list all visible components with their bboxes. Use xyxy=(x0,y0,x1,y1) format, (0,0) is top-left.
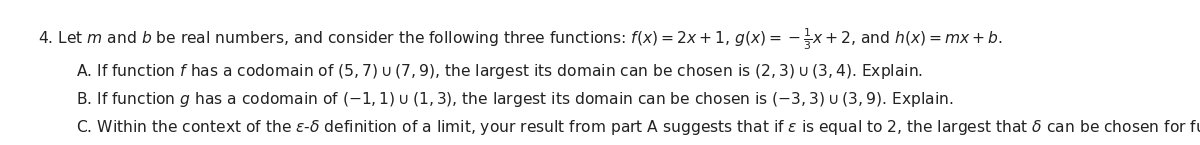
Text: C. Within the context of the $\epsilon$-$\delta$ definition of a limit, your res: C. Within the context of the $\epsilon$-… xyxy=(76,118,1200,137)
Text: B. If function $g$ has a codomain of $(-1, 1) \cup (1, 3)$, the largest its doma: B. If function $g$ has a codomain of $(-… xyxy=(76,90,953,109)
Text: A. If function $f$ has a codomain of $(5, 7) \cup (7, 9)$, the largest its domai: A. If function $f$ has a codomain of $(5… xyxy=(76,62,923,81)
Text: 4. Let $m$ and $b$ be real numbers, and consider the following three functions: : 4. Let $m$ and $b$ be real numbers, and … xyxy=(38,26,1003,52)
